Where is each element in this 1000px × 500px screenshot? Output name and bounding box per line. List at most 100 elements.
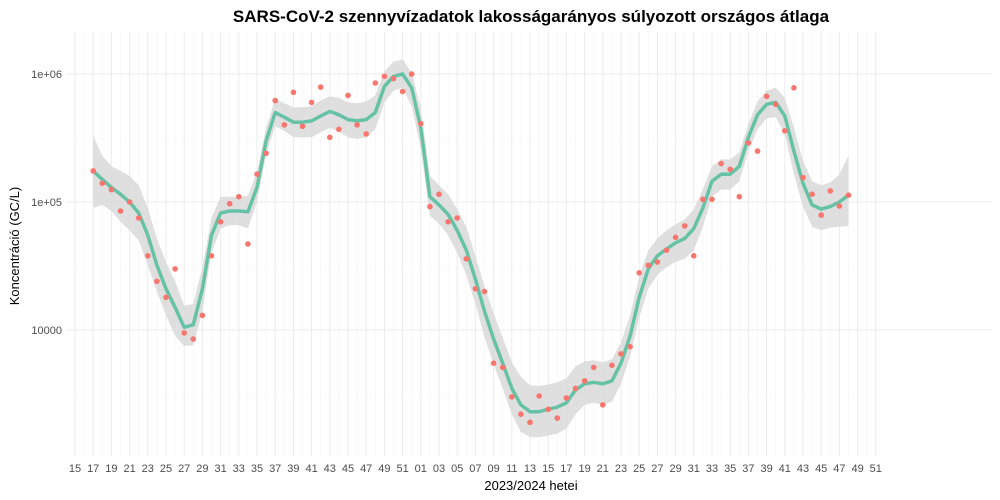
data-point [800, 174, 806, 181]
data-point [418, 120, 424, 127]
data-point [782, 128, 788, 134]
data-point [845, 192, 852, 198]
data-point [372, 80, 379, 86]
data-point [381, 73, 388, 80]
data-point [681, 223, 688, 229]
x-tick-label: 27 [178, 463, 190, 475]
x-tick-label: 23 [142, 463, 154, 475]
data-point [590, 364, 597, 371]
data-point [290, 89, 297, 96]
y-tick-label: 1e+06 [31, 69, 62, 81]
data-point [818, 212, 824, 218]
x-tick-label: 03 [433, 463, 445, 475]
y-tick-label: 1e+05 [31, 197, 62, 209]
data-point [545, 406, 551, 413]
x-tick-label: 01 [415, 463, 427, 475]
data-point [181, 330, 187, 336]
data-point [363, 131, 370, 137]
trend-line [91, 72, 851, 414]
data-point [90, 168, 96, 174]
data-point [536, 393, 542, 399]
x-tick-label: 47 [360, 463, 372, 475]
data-point [627, 343, 633, 350]
data-point [427, 203, 433, 210]
x-tick-label: 39 [287, 463, 299, 475]
x-tick-label: 25 [160, 463, 172, 475]
x-tick-label: 23 [615, 463, 627, 475]
data-point [509, 394, 515, 400]
x-tick-label: 17 [560, 463, 572, 475]
x-tick-label: 41 [305, 463, 317, 475]
confidence-band [93, 59, 849, 438]
data-point [399, 88, 406, 95]
data-point [208, 253, 215, 259]
x-tick-label: 37 [742, 463, 754, 475]
data-point [408, 71, 415, 77]
data-point [454, 215, 461, 221]
x-tick-label: 29 [196, 463, 208, 475]
data-point [718, 160, 724, 167]
data-point [145, 253, 151, 259]
x-tick-label: 15 [69, 463, 81, 475]
data-point [490, 360, 497, 367]
data-point [709, 196, 715, 203]
data-point [791, 85, 797, 91]
x-tick-label: 29 [669, 463, 681, 475]
data-point [691, 253, 697, 259]
data-point [126, 199, 133, 205]
x-tick-label: 19 [578, 463, 590, 475]
data-point [672, 234, 679, 241]
data-point [554, 415, 561, 421]
data-point [217, 219, 224, 225]
data-point [836, 203, 843, 209]
chart-title: SARS-CoV-2 szennyvízadatok lakosságarány… [233, 7, 830, 26]
x-tick-label: 31 [214, 463, 226, 475]
y-tick-label: 10000 [31, 325, 62, 337]
data-point [654, 259, 661, 265]
data-point [463, 255, 470, 262]
x-axis-title: 2023/2024 hetei [484, 478, 577, 493]
data-point [772, 101, 779, 108]
data-point [345, 92, 351, 99]
x-tick-label: 49 [851, 463, 863, 475]
data-point [245, 241, 251, 247]
data-point [254, 171, 260, 177]
x-tick-label: 15 [542, 463, 554, 475]
x-tick-label: 09 [487, 463, 499, 475]
x-tick-label: 27 [651, 463, 663, 475]
x-tick-label: 07 [469, 463, 481, 475]
data-point [154, 278, 160, 285]
data-point [563, 395, 570, 401]
data-point [763, 93, 770, 100]
data-point [336, 126, 342, 133]
data-point [190, 336, 197, 342]
x-tick-label: 25 [633, 463, 645, 475]
x-tick-label: 47 [833, 463, 845, 475]
x-tick-label: 05 [451, 463, 463, 475]
data-point [700, 196, 706, 203]
data-point [754, 148, 761, 154]
x-tick-label: 51 [396, 463, 408, 475]
data-point [736, 193, 743, 200]
data-point [745, 140, 752, 146]
data-point [135, 215, 142, 221]
data-point [518, 411, 524, 418]
data-point [354, 122, 360, 128]
x-tick-label: 31 [688, 463, 700, 475]
data-point [581, 378, 588, 384]
data-point [327, 134, 333, 141]
x-tick-label: 33 [233, 463, 245, 475]
data-point [308, 99, 315, 106]
x-tick-label: 45 [342, 463, 354, 475]
data-point [272, 97, 279, 104]
y-axis-title: Koncentráció (GC/L) [7, 187, 22, 306]
x-tick-label: 33 [706, 463, 718, 475]
data-point [618, 351, 624, 357]
data-point [172, 266, 178, 272]
x-tick-label: 35 [724, 463, 736, 475]
x-tick-label: 43 [324, 463, 336, 475]
x-tick-label: 51 [870, 463, 882, 475]
data-point [527, 419, 533, 426]
